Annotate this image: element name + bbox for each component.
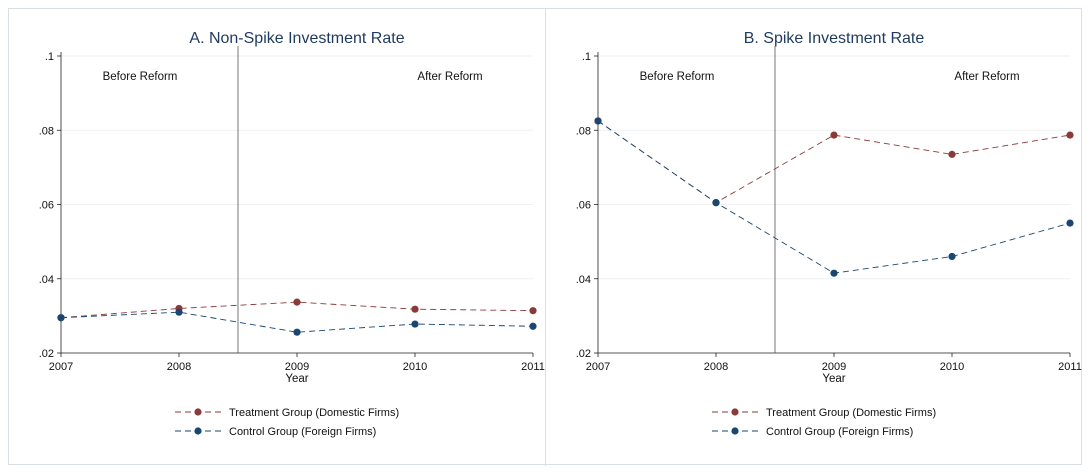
data-point-control-group-foreign-firms-2010 [411,320,419,328]
data-point-control-group-foreign-firms-2011 [1066,219,1074,227]
data-point-treatment-group-domestic-firms-2010 [411,305,419,313]
y-tick-label: .1 [45,51,54,63]
annotation-before-reform: Before Reform [103,71,178,83]
annotation-after-reform: After Reform [954,71,1019,83]
chart-title: B. Spike Investment Rate [744,30,925,47]
legend-marker-control-group-foreign-firms [194,427,202,435]
x-axis-title: Year [822,373,845,385]
data-point-control-group-foreign-firms-2007 [594,117,602,125]
data-point-treatment-group-domestic-firms-2009 [830,131,838,139]
x-tick-label: 2007 [49,361,73,373]
x-tick-label: 2007 [586,361,610,373]
chart-non-spike-investment-rate: A. Non-Spike Investment Rate .02 .04 .06 .08… [39,30,545,438]
x-tick-label: 2008 [167,361,191,373]
legend-marker-treatment-group-domestic-firms [731,408,739,416]
legend-label-control-group-foreign-firms: Control Group (Foreign Firms) [229,426,376,438]
x-tick-label: 2009 [822,361,846,373]
legend-label-treatment-group-domestic-firms: Treatment Group (Domestic Firms) [766,407,936,419]
series-line-control-group-foreign-firms [60,311,534,333]
y-tick-label: .04 [576,274,591,286]
chart-title: A. Non-Spike Investment Rate [189,30,404,47]
data-point-control-group-foreign-firms-2007 [57,314,65,322]
data-point-control-group-foreign-firms-2009 [830,269,838,277]
data-point-control-group-foreign-firms-2011 [529,322,537,330]
data-point-control-group-foreign-firms-2008 [175,308,183,316]
series-line-treatment-group-domestic-firms [60,301,534,319]
x-tick-label: 2008 [704,361,728,373]
legend-marker-treatment-group-domestic-firms [194,408,202,416]
data-point-control-group-foreign-firms-2009 [293,328,301,336]
data-point-treatment-group-domestic-firms-2011 [529,307,537,315]
y-tick-label: .08 [39,125,54,137]
y-tick-label: .04 [39,274,54,286]
series-line-control-group-foreign-firms [597,120,1071,274]
annotation-after-reform: After Reform [417,71,482,83]
y-tick-label: .08 [576,125,591,137]
x-tick-label: 2011 [521,361,545,373]
panel-b: B. Spike Investment Rate .02 .04 .06 .08 .1 20… [545,9,1082,466]
annotation-before-reform: Before Reform [640,71,715,83]
legend-marker-control-group-foreign-firms [731,427,739,435]
data-point-treatment-group-domestic-firms-2010 [948,150,956,158]
y-tick-label: .02 [39,348,54,360]
legend-label-control-group-foreign-firms: Control Group (Foreign Firms) [766,426,913,438]
data-point-treatment-group-domestic-firms-2011 [1066,131,1074,139]
x-tick-label: 2010 [403,361,427,373]
legend-label-treatment-group-domestic-firms: Treatment Group (Domestic Firms) [229,407,399,419]
y-tick-label: .06 [576,200,591,212]
data-point-control-group-foreign-firms-2008 [712,199,720,207]
x-tick-label: 2011 [1058,361,1082,373]
y-tick-label: .02 [576,348,591,360]
chart-spike-investment-rate: B. Spike Investment Rate .02 .04 .06 .08 .1 20… [576,30,1082,438]
x-tick-label: 2009 [285,361,309,373]
y-tick-label: .1 [582,51,591,63]
y-tick-label: .06 [39,200,54,212]
x-tick-label: 2010 [940,361,964,373]
data-point-control-group-foreign-firms-2010 [948,252,956,261]
data-point-treatment-group-domestic-firms-2009 [293,298,301,306]
x-axis-title: Year [285,373,308,385]
panel-a: A. Non-Spike Investment Rate .02 .04 .06 .08… [9,9,545,466]
